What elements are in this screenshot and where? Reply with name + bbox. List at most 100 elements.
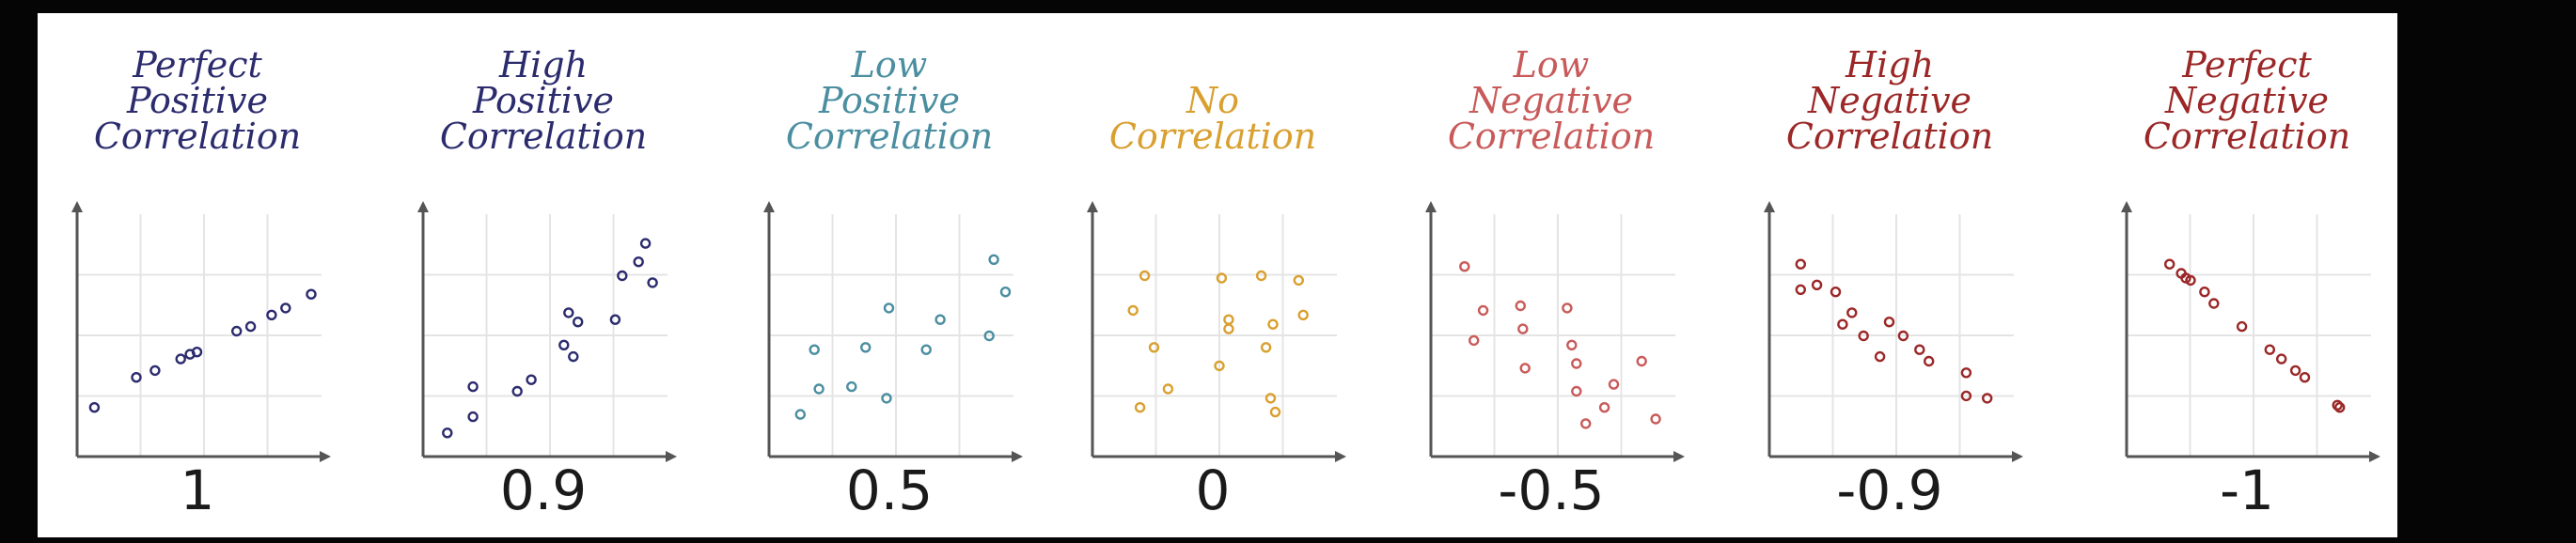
data-point (1214, 360, 1225, 372)
chart-panel: Perfect Positive Correlation 1 (38, 13, 357, 537)
data-point (1223, 323, 1234, 334)
data-point (883, 303, 895, 314)
chart-title-line: Correlation (1108, 116, 1317, 157)
data-point (1293, 274, 1305, 287)
y-axis-arrow (417, 201, 429, 212)
chart-title: Perfect Positive Correlation (38, 47, 357, 154)
data-point (1571, 358, 1582, 369)
chart-title: High Positive Correlation (384, 47, 703, 154)
correlation-figure: Perfect Positive Correlation 1 High Positive C… (38, 13, 2397, 537)
chart-title-line: Negative (1807, 80, 1972, 121)
chart-title: No Correlation (1053, 83, 1373, 154)
data-point (633, 256, 644, 268)
data-point (1960, 367, 1972, 379)
scatter-plot (2121, 201, 2380, 462)
data-point (306, 288, 317, 300)
data-point (1795, 284, 1806, 296)
data-point (1858, 330, 1869, 342)
data-point (1837, 318, 1848, 330)
data-point (1571, 385, 1582, 397)
correlation-value: 0.9 (499, 458, 588, 522)
chart-title-line: Low (851, 44, 928, 85)
data-point (266, 309, 277, 321)
data-point (572, 316, 584, 328)
data-point (1579, 418, 1592, 429)
chart-title: Perfect Negative Correlation (2087, 47, 2407, 154)
data-point (1162, 383, 1174, 395)
data-point (1981, 393, 1993, 404)
chart-title-line: High (1845, 44, 1935, 85)
data-point (563, 307, 574, 318)
data-point (175, 353, 186, 365)
data-point (1260, 342, 1272, 353)
scatter-plot (71, 201, 331, 462)
data-point (999, 286, 1012, 298)
data-point (1134, 401, 1146, 413)
chart-title-line: Positive (819, 80, 960, 121)
chart-title-line: Perfect (133, 44, 262, 85)
data-point (2289, 365, 2301, 377)
chart-title-line: Correlation (439, 116, 648, 157)
data-point (1519, 363, 1531, 374)
data-point (1566, 339, 1578, 351)
chart-title: Low Negative Correlation (1391, 47, 1711, 154)
y-axis-arrow (763, 201, 775, 212)
chart-title-line: High (498, 44, 589, 85)
chart-panel: High Negative Correlation -0.9 (1730, 13, 2050, 537)
data-point (1923, 355, 1935, 367)
data-point (1127, 304, 1139, 317)
data-point (2185, 274, 2196, 287)
chart-panel: Perfect Negative Correlation -1 (2087, 13, 2407, 537)
chart-title: High Negative Correlation (1730, 47, 2050, 154)
data-point (1636, 355, 1647, 367)
data-point (1517, 323, 1529, 334)
data-point (1468, 334, 1480, 347)
chart-title-line: Correlation (1785, 116, 1994, 157)
data-point (2275, 353, 2287, 365)
correlation-value: 0.5 (845, 458, 934, 522)
x-axis-arrow (1012, 451, 1023, 462)
chart-title-line: Correlation (2143, 116, 2351, 157)
data-point (1459, 260, 1470, 272)
data-point (1264, 393, 1277, 404)
data-point (1562, 303, 1573, 314)
x-axis-arrow (2012, 451, 2023, 462)
data-point (1139, 270, 1151, 282)
x-axis-arrow (1673, 451, 1685, 462)
y-axis-arrow (2121, 201, 2132, 212)
data-point (881, 393, 892, 404)
data-point (1874, 350, 1886, 363)
data-point (191, 346, 203, 358)
chart-title-line: No (1186, 80, 1240, 121)
data-point (2236, 320, 2248, 333)
data-point (568, 350, 579, 363)
data-point (2208, 298, 2220, 309)
correlation-value: -1 (2220, 458, 2274, 522)
data-point (467, 411, 479, 423)
x-axis-arrow (320, 451, 331, 462)
y-axis-arrow (1087, 201, 1098, 212)
data-point (1830, 286, 1842, 298)
data-point (809, 344, 820, 355)
x-axis-arrow (666, 451, 677, 462)
data-point (1269, 406, 1281, 418)
data-point (2333, 401, 2346, 413)
data-point (1914, 344, 1925, 355)
data-point (794, 409, 806, 420)
data-point (988, 254, 999, 266)
correlation-value: 1 (180, 458, 215, 522)
data-point (1477, 304, 1489, 317)
data-point (149, 365, 161, 377)
data-point (639, 238, 652, 249)
chart-panel: No Correlation 0 (1053, 13, 1373, 537)
correlation-value: -0.9 (1836, 458, 1943, 522)
chart-title-line: Perfect (2182, 44, 2312, 85)
chart-panel: Low Negative Correlation -0.5 (1391, 13, 1711, 537)
data-point (131, 371, 142, 383)
data-point (1795, 258, 1806, 270)
data-point (280, 303, 291, 314)
data-point (1297, 309, 1309, 321)
y-axis-arrow (1764, 201, 1775, 212)
scatter-plot (417, 201, 677, 462)
data-point (2199, 286, 2210, 298)
